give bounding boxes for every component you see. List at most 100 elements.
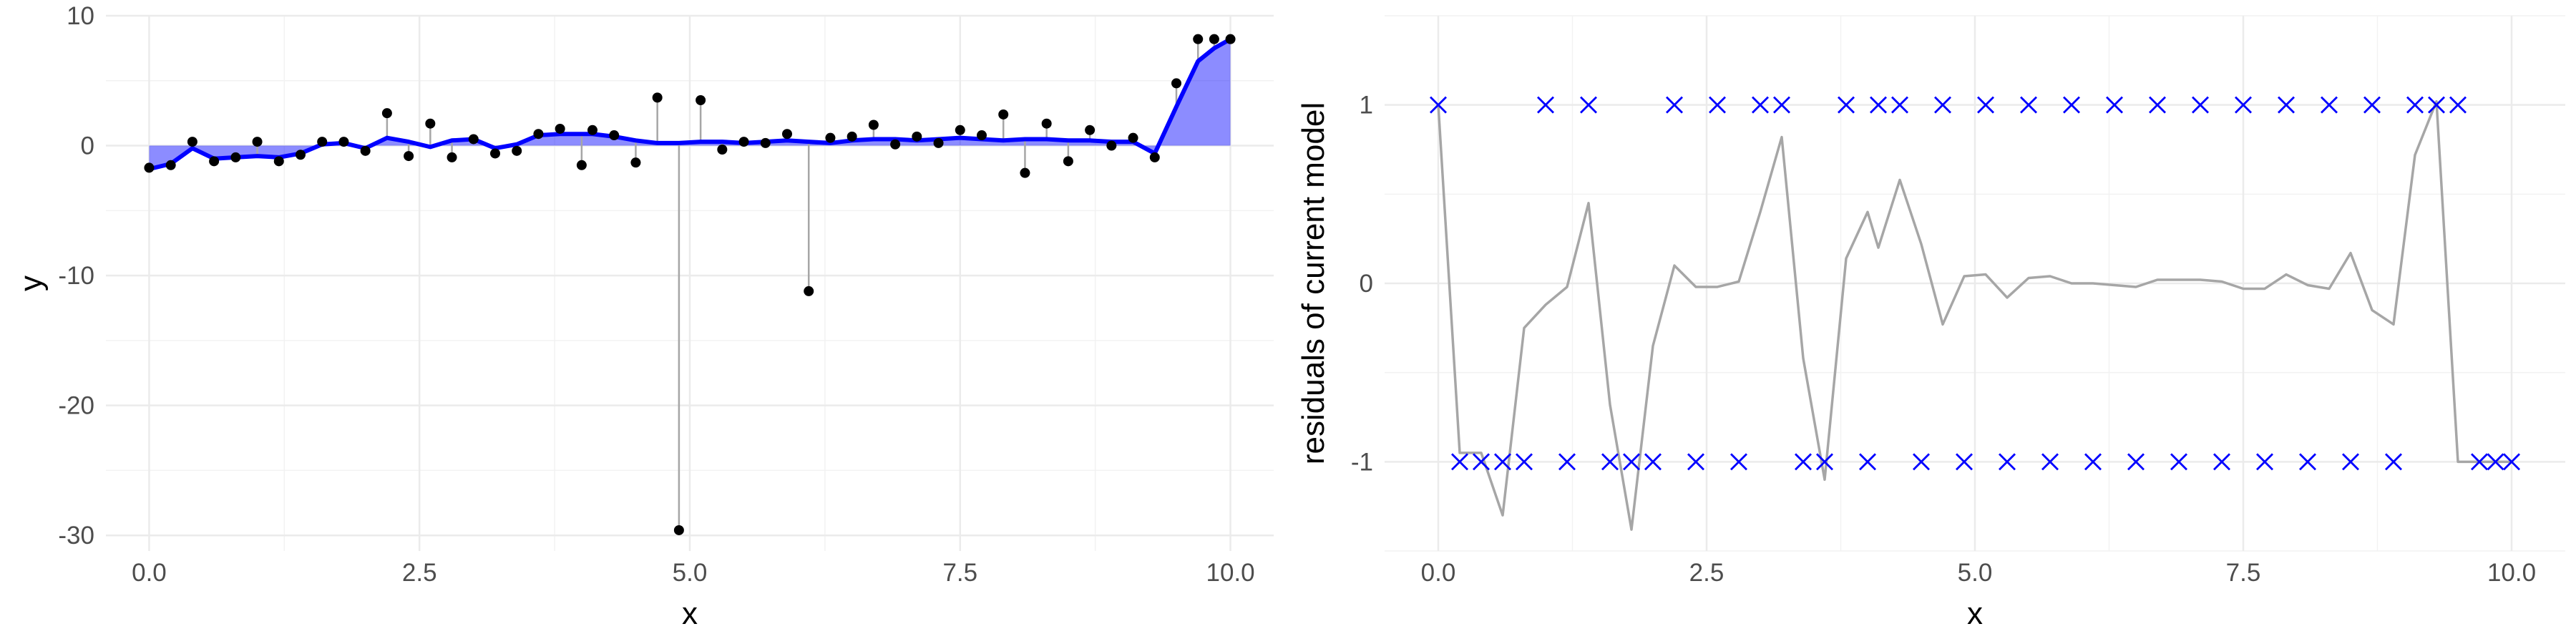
right-x-tick-label: 2.5 [1689,559,1724,587]
right-sign-marker [2084,453,2102,471]
right-x-tick-label: 7.5 [2226,559,2261,587]
left-data-point [512,145,522,156]
left-y-tick-label: 0 [81,132,94,160]
right-sign-marker [2192,96,2209,114]
left-x-tick-label: 2.5 [402,559,437,587]
right-sign-marker [2385,453,2402,471]
left-x-axis-title: x [682,596,698,631]
right-sign-marker [1913,453,1930,471]
left-data-point [1128,132,1138,143]
left-data-point [360,145,371,156]
left-data-point [933,137,944,148]
left-data-point [252,137,263,147]
left-y-tick-label: -10 [58,262,94,290]
left-data-point [738,137,749,147]
left-data-point [847,131,857,142]
left-data-point [447,152,457,162]
left-points [144,34,1236,535]
left-fit-curve [148,37,1232,172]
right-sign-marker [2041,453,2059,471]
left-data-point [576,160,587,170]
right-residual-polyline [1437,99,2512,531]
right-sign-marker [2149,96,2166,114]
left-data-point [998,109,1009,119]
left-data-point [868,119,879,130]
right-sign-marker [2342,453,2359,471]
left-data-point [825,132,836,143]
left-data-point [1209,34,1219,44]
right-sign-marker [1773,96,1790,114]
right-sign-marker [1537,96,1554,114]
right-y-axis-title: residuals of current model [1296,102,1331,464]
right-sign-markers [1430,96,2520,471]
left-y-tick-label: -30 [58,522,94,550]
left-y-tick-label: -20 [58,392,94,420]
left-data-point [187,137,197,147]
left-data-point [555,123,565,134]
right-sign-marker [1601,453,1619,471]
left-data-point [1020,167,1030,178]
right-sign-marker [1999,453,2016,471]
right-sign-marker [2449,96,2467,114]
right-sign-marker [1473,453,1490,471]
right-sign-marker [1687,453,1704,471]
right-grid [1385,15,2565,552]
right-sign-marker [1516,453,1533,471]
left-data-point [1149,152,1160,162]
right-y-tick-label: 1 [1360,92,1373,119]
right-sign-marker [2127,453,2145,471]
right-x-axis-title: x [1967,596,1983,631]
right-sign-marker [1580,96,1597,114]
left-data-point [404,151,414,162]
right-sign-marker [1891,96,1908,114]
left-data-point [425,118,436,129]
left-data-point [338,137,349,147]
left-data-point [760,137,771,148]
left-data-point [1063,156,1073,167]
right-sign-marker [2299,453,2316,471]
right-x-tick-label: 5.0 [1958,559,1993,587]
right-sign-marker [2428,96,2445,114]
right-sign-marker [2020,96,2037,114]
left-data-point [587,125,597,135]
right-sign-marker [2170,453,2187,471]
left-data-point [165,160,176,170]
left-data-point [717,145,728,155]
left-x-tick-label: 5.0 [673,559,708,587]
left-data-point [1225,34,1236,44]
right-sign-marker [1838,96,1855,114]
left-data-point [381,108,392,119]
right-panel-residuals: 0.0 2.5 5.0 7.5 10.0 1 0 -1 x residuals of curr… [1296,15,2565,631]
left-data-point [468,134,479,145]
right-sign-marker [2321,96,2338,114]
left-data-point [296,150,306,160]
right-sign-marker [2406,96,2424,114]
right-sign-marker [2235,96,2252,114]
left-data-point [977,130,987,141]
right-sign-marker [1977,96,1994,114]
left-data-point [317,137,328,147]
right-sign-marker [1859,453,1876,471]
left-x-tick-label: 0.0 [132,559,167,587]
right-y-tick-label: 0 [1360,270,1373,298]
right-sign-marker [1623,453,1640,471]
left-data-point [209,156,220,167]
left-data-point [696,95,706,106]
left-data-point [673,525,684,535]
right-sign-marker [1752,96,1769,114]
left-data-point [230,152,241,162]
right-x-tick-label: 0.0 [1421,559,1456,587]
right-sign-marker [1956,453,1973,471]
right-y-tick-label: -1 [1351,448,1373,476]
left-fit-line [148,37,1232,172]
left-y-tick-label: 10 [67,2,94,30]
right-sign-marker [2363,96,2381,114]
left-data-point [609,130,620,141]
left-data-point [630,157,641,168]
left-data-point [955,125,965,135]
right-sign-marker [1730,453,1747,471]
right-sign-marker [2471,453,2488,471]
right-sign-marker [1870,96,1887,114]
right-tick-labels: 0.0 2.5 5.0 7.5 10.0 1 0 -1 [1351,92,2536,587]
